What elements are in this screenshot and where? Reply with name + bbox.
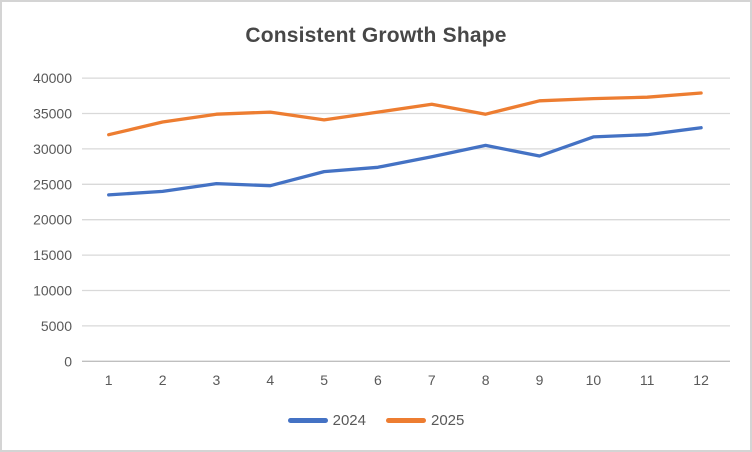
x-tick-label: 4 <box>266 372 274 388</box>
x-tick-label: 5 <box>320 372 328 388</box>
y-tick-label: 10000 <box>33 283 72 299</box>
legend-item-2024: 2024 <box>287 412 366 429</box>
x-tick-label: 11 <box>640 372 655 388</box>
chart-legend: 2024 2025 <box>2 412 750 429</box>
x-tick-label: 6 <box>374 372 382 388</box>
y-tick-label: 30000 <box>33 141 72 157</box>
legend-swatch-2025-icon <box>386 418 426 423</box>
x-tick-label: 10 <box>586 372 602 388</box>
y-tick-label: 25000 <box>33 176 72 192</box>
y-tick-label: 35000 <box>33 106 72 122</box>
chart-title: Consistent Growth Shape <box>245 24 507 47</box>
x-tick-label: 8 <box>482 372 490 388</box>
legend-label-2024: 2024 <box>332 412 366 429</box>
x-tick-label: 1 <box>105 372 113 388</box>
x-tick-label: 7 <box>428 372 436 388</box>
series-line-2025 <box>107 91 703 137</box>
x-tick-label: 9 <box>536 372 544 388</box>
legend-item-2025: 2025 <box>386 412 464 429</box>
y-tick-label: 0 <box>64 353 72 369</box>
x-tick-label: 3 <box>213 372 221 388</box>
x-tick-label: 2 <box>159 372 167 388</box>
legend-label-2025: 2025 <box>431 412 465 429</box>
series-line-2024 <box>107 126 703 197</box>
y-tick-label: 20000 <box>33 212 72 228</box>
y-tick-label: 5000 <box>41 318 72 334</box>
legend-swatch-2024-icon <box>287 418 328 423</box>
y-tick-label: 40000 <box>33 70 72 86</box>
y-tick-label: 15000 <box>33 247 72 263</box>
x-tick-label: 12 <box>693 372 709 388</box>
